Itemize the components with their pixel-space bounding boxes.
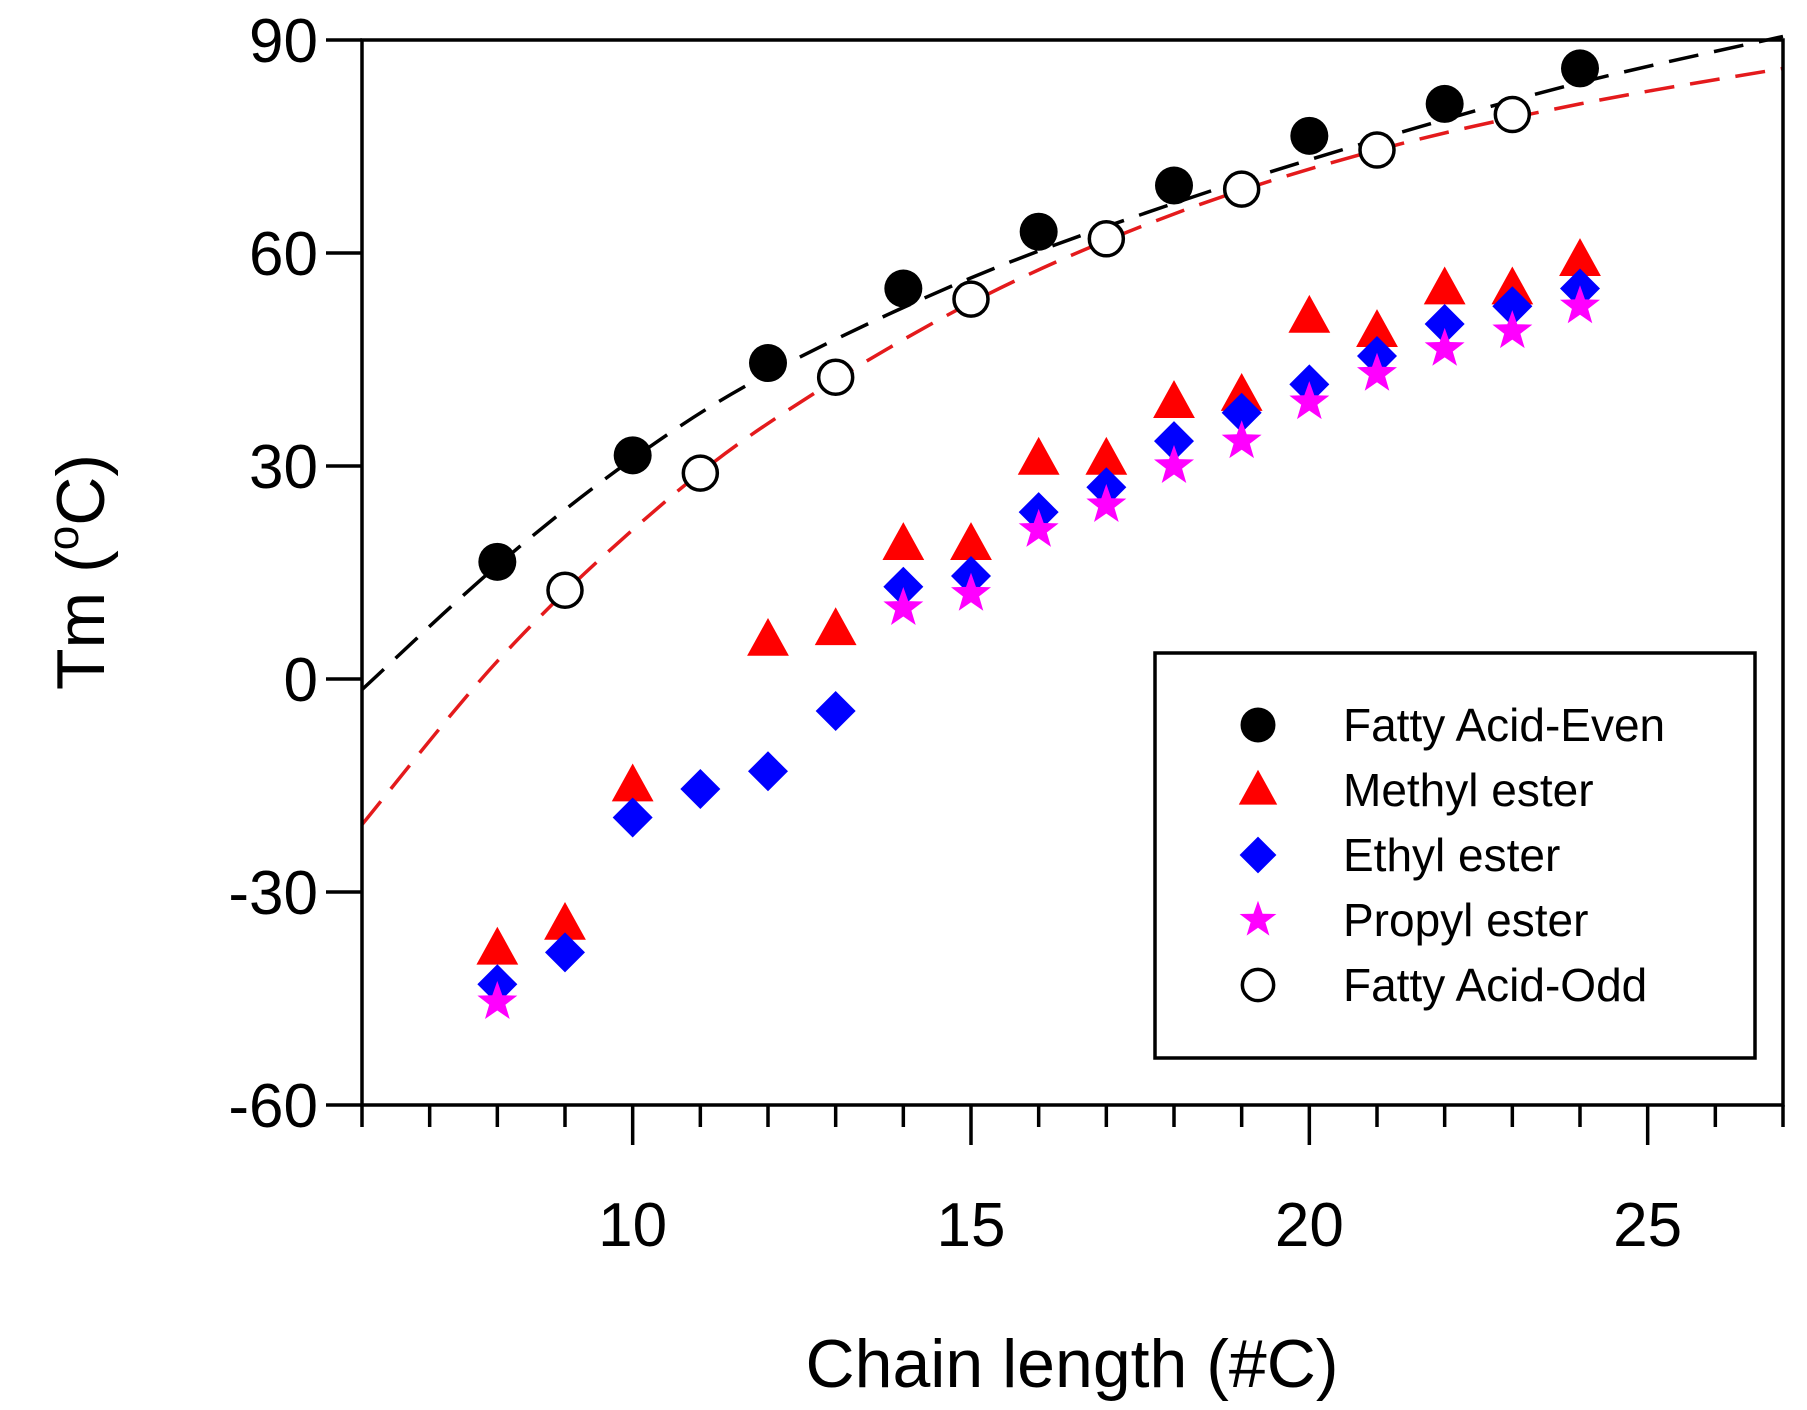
point-methyl-ester-9 [544,901,586,940]
point-methyl-ester-21 [1356,309,1398,347]
y-tick-label: 0 [284,646,318,715]
fit-curve-fatty-acid-even-fit [360,34,1784,691]
point-ethyl-ester-10 [612,797,653,838]
point-fatty-acid-even-20 [1290,116,1329,155]
point-methyl-ester-8 [476,926,519,965]
y-tick-label: -60 [228,1072,318,1141]
point-methyl-ester-12 [747,617,789,656]
point-ethyl-ester-22 [1424,304,1465,344]
plot-frame [360,38,1785,1107]
legend-label-ethyl-ester: Ethyl ester [1343,829,1560,881]
point-ethyl-ester-11 [680,769,721,810]
y-axis-title-superscript: o [39,526,88,550]
point-ethyl-ester-14 [883,566,924,607]
point-ethyl-ester-18 [1154,421,1194,462]
point-ethyl-ester-9 [545,932,585,973]
point-fatty-acid-odd-9 [546,571,584,609]
legend-marker-propyl-ester [1239,900,1277,936]
point-fatty-acid-even-22 [1425,84,1464,123]
x-tick-label: 25 [1613,1191,1682,1260]
point-ethyl-ester-13 [815,690,856,731]
point-ethyl-ester-19 [1221,392,1262,433]
point-propyl-ester-15 [951,572,991,611]
point-propyl-ester-16 [1018,508,1059,547]
point-fatty-acid-even-14 [884,269,923,308]
point-propyl-ester-22 [1424,327,1465,366]
point-propyl-ester-18 [1154,445,1194,483]
point-propyl-ester-14 [883,587,924,625]
legend-marker-fatty-acid-odd [1240,967,1276,1003]
point-fatty-acid-odd-15 [952,280,990,318]
point-propyl-ester-23 [1492,310,1533,349]
point-methyl-ester-10 [611,763,654,802]
point-methyl-ester-15 [950,522,992,560]
point-propyl-ester-24 [1560,285,1600,324]
legend: Fatty Acid-Even Methyl ester Ethyl ester Pr… [1153,651,1757,1060]
point-methyl-ester-18 [1153,380,1195,418]
point-methyl-ester-16 [1017,436,1060,475]
point-methyl-ester-17 [1085,436,1128,475]
point-ethyl-ester-23 [1492,286,1533,327]
point-fatty-acid-odd-11 [681,454,720,492]
point-ethyl-ester-12 [748,751,788,792]
point-propyl-ester-8 [477,981,518,1019]
y-axis-title-main: Tm ( [43,550,119,690]
legend-label-propyl-ester: Propyl ester [1343,894,1588,946]
point-fatty-acid-odd-23 [1493,95,1532,134]
x-tick-label: 15 [937,1191,1006,1260]
y-tick-label: -30 [228,859,318,928]
y-tick-label: 90 [249,7,318,76]
y-axis-title: Tm (oC) [39,454,119,690]
point-propyl-ester-21 [1357,352,1397,391]
legend-label-fatty-acid-odd: Fatty Acid-Odd [1343,959,1647,1011]
point-fatty-acid-odd-17 [1087,220,1126,258]
point-fatty-acid-even-12 [749,344,787,383]
point-methyl-ester-24 [1559,238,1601,276]
legend-label-fatty-acid-even: Fatty Acid-Even [1343,699,1665,751]
y-tick-label: 60 [249,220,318,289]
legend-marker-fatty-acid-even [1240,707,1276,743]
point-methyl-ester-22 [1423,266,1466,305]
point-methyl-ester-14 [882,522,925,560]
legend-marker-ethyl-ester [1239,836,1277,874]
point-methyl-ester-20 [1288,294,1331,333]
y-axis-title-tail: C) [43,454,119,526]
point-methyl-ester-23 [1491,266,1534,305]
x-tick-label: 10 [598,1191,667,1260]
point-methyl-ester-13 [814,607,857,646]
point-propyl-ester-17 [1086,484,1127,522]
point-fatty-acid-even-24 [1561,49,1599,88]
point-fatty-acid-even-10 [613,436,652,475]
point-fatty-acid-odd-21 [1358,131,1396,169]
point-fatty-acid-even-18 [1155,166,1193,205]
point-fatty-acid-odd-19 [1222,170,1261,208]
point-fatty-acid-even-16 [1019,212,1058,251]
x-tick-label: 20 [1275,1191,1344,1260]
point-fatty-acid-odd-13 [816,358,855,396]
point-propyl-ester-20 [1289,381,1330,420]
point-fatty-acid-even-8 [478,542,517,581]
x-axis-title: Chain length (#C) [806,1326,1339,1402]
y-tick-label: 30 [249,433,318,502]
point-propyl-ester-19 [1221,420,1262,459]
legend-marker-methyl-ester [1238,769,1278,805]
legend-label-methyl-ester: Methyl ester [1343,764,1594,816]
axis-ticks: -60 -30 0 30 60 90 10 15 20 25 [228,7,1785,1260]
data-points [476,49,1601,1019]
point-methyl-ester-19 [1220,373,1263,411]
